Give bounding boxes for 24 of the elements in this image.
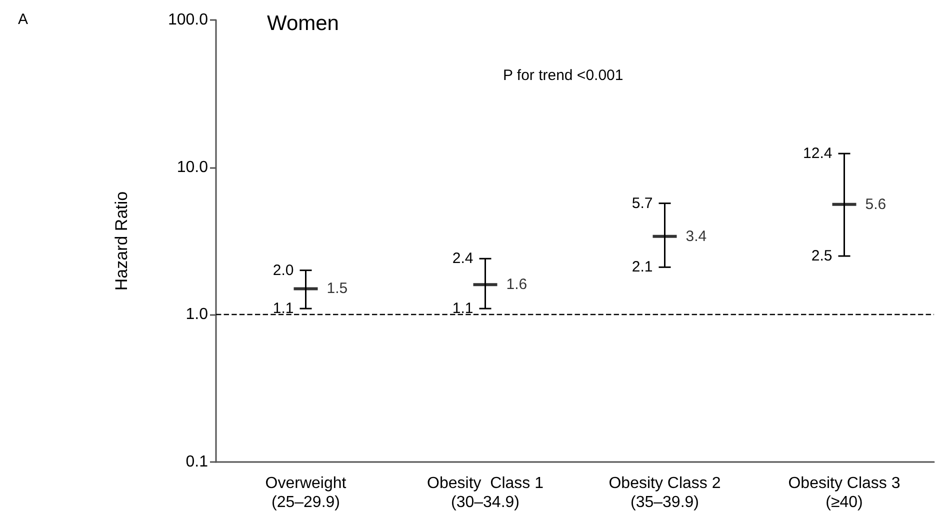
data-label: 5.6 [865,196,886,213]
x-tick-label: Obesity Class 1 (30–34.9) [427,475,544,511]
annotation: 1.1 [452,300,474,318]
data-label: 3.4 [686,228,707,245]
x-tick-label: Obesity Class 3 (≥40) [788,475,900,511]
annotation: 2.0 [272,262,294,279]
annotation: 12.4 [803,145,832,162]
annotation: P for trend <0.001 [503,67,624,84]
annotation: 1.1 [272,300,294,318]
annotation: 2.4 [452,250,474,268]
x-tick-label: Overweight (25–29.9) [265,475,347,511]
y-tick-label: 0.1 [186,454,208,470]
data-label: 1.5 [326,280,348,298]
y-tick-label: 100.0 [168,12,208,28]
text: A [18,11,28,28]
y-tick-label: 10.0 [176,158,208,176]
y-axis-title: Hazard Ratio [112,191,131,291]
y-tick-label: 1.0 [186,306,208,324]
annotation: 2.1 [632,258,653,276]
data-label: 1.6 [506,276,528,294]
annotation: 5.7 [632,194,653,212]
chart-title: Women [267,12,339,35]
annotation: 2.5 [811,248,832,265]
x-tick-label: Obesity Class 2 (35–39.9) [608,475,721,511]
